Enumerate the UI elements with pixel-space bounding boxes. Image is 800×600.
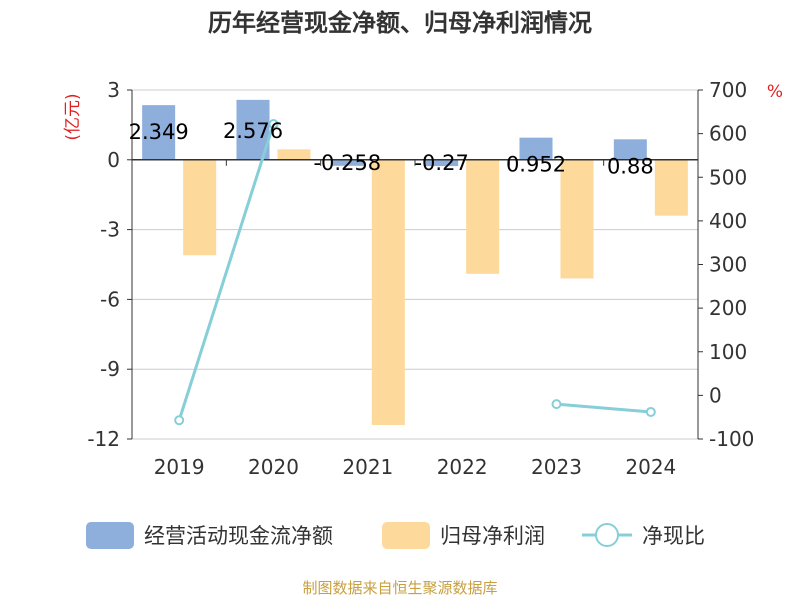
legend-swatch-cashflow <box>86 522 134 549</box>
ratio-line-layer <box>174 119 656 426</box>
x-category-label: 2022 <box>437 455 488 479</box>
legend-label-ratio: 净现比 <box>642 524 705 548</box>
cashflow-data-label: 2.349 <box>129 120 189 144</box>
right-tick-label: 300 <box>709 253 747 277</box>
x-category-label: 2021 <box>342 455 393 479</box>
legend-swatch-ratio-marker <box>595 523 619 547</box>
cashflow-data-label: 0.952 <box>506 153 566 177</box>
cashflow-bar <box>519 137 553 160</box>
x-category-label: 2023 <box>531 455 582 479</box>
net-profit-bar <box>183 159 217 256</box>
net-profit-bar <box>560 159 594 279</box>
ratio-point <box>551 399 562 410</box>
right-axis-unit-label: % <box>767 82 783 102</box>
cashflow-bar <box>142 105 176 160</box>
cashflow-data-label: 2.576 <box>223 119 283 143</box>
right-tick-label: 0 <box>709 383 722 407</box>
left-tick-label: -6 <box>100 287 120 311</box>
right-tick-label: 200 <box>709 296 747 320</box>
data-source-note: 制图数据来自恒生聚源数据库 <box>302 579 497 597</box>
ratio-line-segment <box>556 402 651 414</box>
legend-label-cashflow: 经营活动现金流净额 <box>144 524 333 548</box>
ratio-point <box>645 406 656 417</box>
bar-layer <box>142 99 688 426</box>
left-tick-label: 3 <box>107 78 120 102</box>
cashflow-data-label: 0.88 <box>607 154 654 178</box>
right-tick-label: -100 <box>709 427 754 451</box>
tick-labels: 3 0 -3 -6 -9 -12 700 600 500 400 300 200 100 0 -100 201… <box>87 78 754 479</box>
legend-label-net-profit: 归母净利润 <box>440 524 545 548</box>
ratio-point <box>174 415 185 426</box>
chart-title: 历年经营现金净额、归母净利润情况 <box>208 9 592 37</box>
net-profit-bar <box>371 159 405 426</box>
legend-swatch-net-profit <box>382 522 430 549</box>
x-category-label: 2019 <box>154 455 205 479</box>
net-profit-bar <box>466 159 500 274</box>
left-tick-label: -9 <box>100 357 120 381</box>
cashflow-data-label: -0.258 <box>313 151 381 175</box>
x-category-label: 2020 <box>248 455 299 479</box>
data-labels: 2.349 2.576 -0.258 -0.27 0.952 0.88 <box>129 119 654 178</box>
cashflow-data-label: -0.27 <box>414 151 468 175</box>
left-tick-label: 0 <box>107 148 120 172</box>
left-tick-label: -12 <box>87 427 120 451</box>
legend: 经营活动现金流净额 归母净利润 净现比 <box>86 522 705 549</box>
ratio-point <box>268 119 279 130</box>
cashflow-bar <box>613 139 647 160</box>
right-tick-label: 100 <box>709 340 747 364</box>
cashflow-bar <box>330 159 364 166</box>
right-tick-label: 700 <box>709 78 747 102</box>
net-profit-bar <box>277 149 311 160</box>
ratio-line-segment <box>177 123 275 421</box>
net-profit-bar <box>654 159 688 216</box>
right-tick-label: 500 <box>709 165 747 189</box>
x-category-label: 2024 <box>625 455 676 479</box>
cashflow-bar <box>425 159 459 167</box>
left-axis-unit-label: (亿元) <box>63 93 83 140</box>
axes <box>127 89 703 440</box>
grid-lines <box>132 89 698 440</box>
right-tick-label: 600 <box>709 122 747 146</box>
left-tick-label: -3 <box>100 218 120 242</box>
right-tick-label: 400 <box>709 209 747 233</box>
